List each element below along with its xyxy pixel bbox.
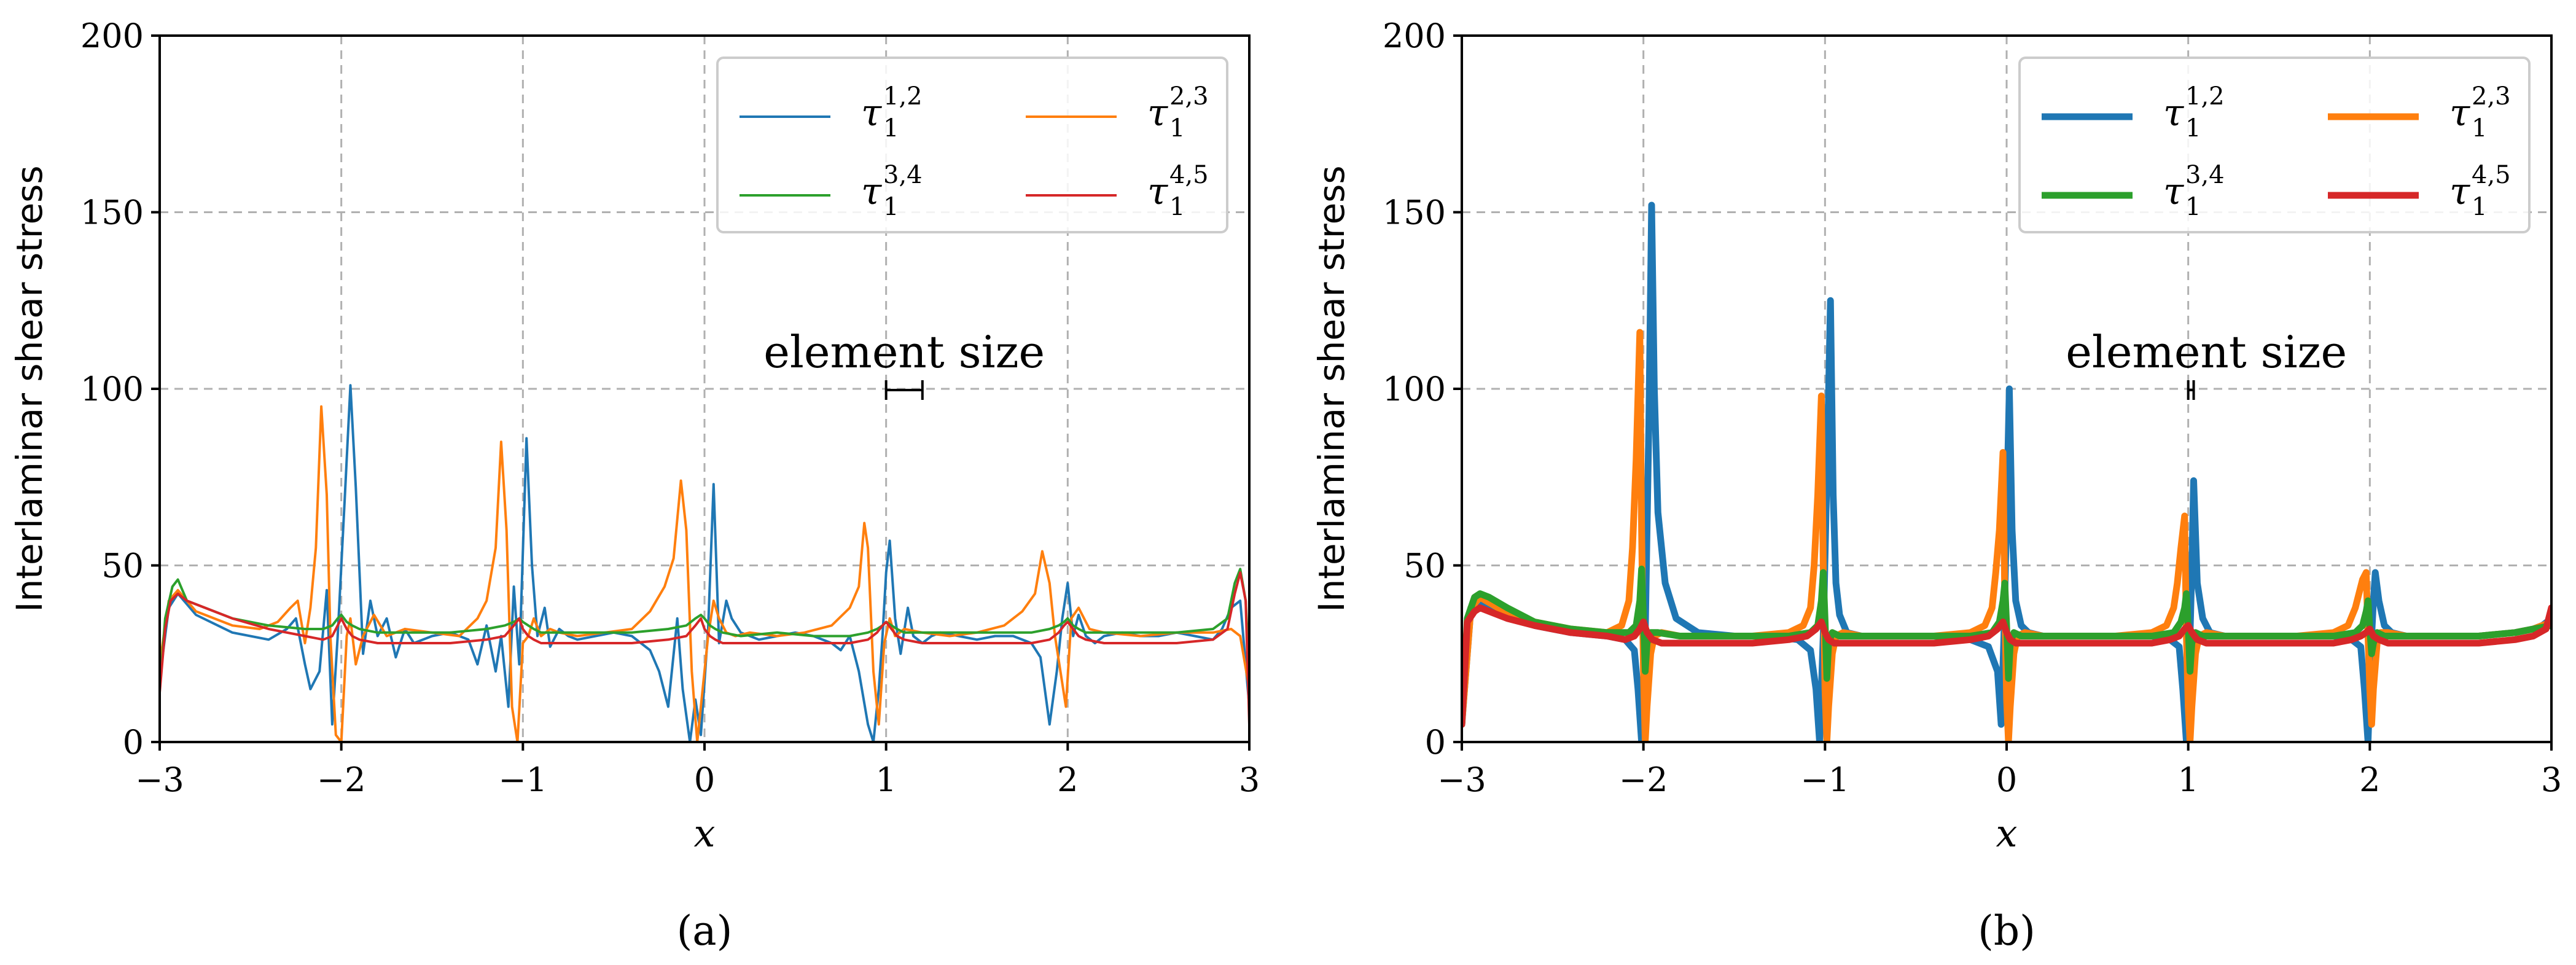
y-tick-label: 0 (1425, 723, 1446, 762)
legend-sup-tau34: 3,4 (883, 161, 923, 189)
legend-label-tau12: τ (2163, 92, 2184, 135)
annotation-element-size: element size (2066, 326, 2347, 378)
y-tick-label: 100 (80, 370, 144, 408)
legend-label-tau23: τ (2449, 92, 2470, 135)
x-tick-label: 1 (2177, 760, 2198, 799)
x-tick-label: 0 (1996, 760, 2017, 799)
series-line-tau45 (1462, 604, 2551, 728)
x-tick-label: 0 (694, 760, 715, 799)
panel-caption: (a) (677, 907, 733, 955)
x-tick-label: −3 (135, 760, 184, 799)
legend-sup-tau45: 4,5 (2472, 161, 2511, 189)
legend-sup-tau23: 2,3 (1169, 82, 1209, 111)
series-group (160, 384, 1249, 742)
panel-a: −3 −2 −1 0 1 2 3 0 50 100 150 200 Interlaminar shear… (9, 17, 1260, 955)
legend-sub-tau45: 1 (2472, 193, 2487, 221)
x-tick-label: −1 (1801, 760, 1850, 799)
legend-sup-tau12: 1,2 (2185, 82, 2225, 111)
y-tick-label: 50 (101, 547, 144, 585)
x-tick-label: −2 (317, 760, 366, 799)
x-tick-label: −1 (499, 760, 548, 799)
legend-label-tau34: τ (2163, 170, 2184, 213)
legend-sub-tau23: 1 (1169, 114, 1185, 143)
legend-sup-tau12: 1,2 (883, 82, 923, 111)
x-axis-label: x (694, 811, 716, 856)
legend-box (2018, 57, 2531, 233)
legend-sup-tau23: 2,3 (2472, 82, 2511, 111)
legend-sub-tau45: 1 (1169, 193, 1185, 221)
legend-sup-tau34: 3,4 (2185, 161, 2225, 189)
legend-label-tau12: τ (861, 92, 882, 135)
series-line-tau23 (160, 405, 1249, 742)
series-line-tau34 (160, 568, 1249, 690)
y-tick-label: 150 (80, 193, 144, 232)
legend-box (716, 57, 1228, 233)
y-tick-label: 0 (123, 723, 144, 762)
legend-label-tau45: τ (1147, 170, 1168, 213)
y-axis-label: Interlaminar shear stress (1311, 165, 1352, 612)
annotation-element-size: element size (763, 326, 1045, 378)
legend-label-tau34: τ (861, 170, 882, 213)
legend-sub-tau12: 1 (2185, 114, 2201, 143)
x-tick-label: 3 (2541, 760, 2562, 799)
legend-sub-tau34: 1 (883, 193, 899, 221)
legend-sup-tau45: 4,5 (1169, 161, 1209, 189)
series-group (1462, 201, 2551, 742)
series-line-tau45 (160, 571, 1249, 726)
series-line-tau34 (1462, 565, 2551, 728)
legend-label-tau45: τ (2449, 170, 2470, 213)
y-tick-label: 150 (1383, 193, 1446, 232)
y-tick-label: 50 (1403, 547, 1446, 585)
x-tick-label: 3 (1239, 760, 1260, 799)
y-axis-label: Interlaminar shear stress (9, 165, 50, 612)
y-tick-label: 100 (1383, 370, 1446, 408)
legend-sub-tau12: 1 (883, 114, 899, 143)
x-tick-label: 2 (2359, 760, 2380, 799)
legend-sub-tau23: 1 (2472, 114, 2487, 143)
x-tick-label: 1 (875, 760, 896, 799)
y-tick-label: 200 (80, 17, 144, 55)
x-tick-label: −3 (1437, 760, 1486, 799)
panel-caption: (b) (1978, 907, 2035, 955)
legend-sub-tau34: 1 (2185, 193, 2201, 221)
panel-b: −3 −2 −1 0 1 2 3 0 50 100 150 200 Interlaminar shear… (1311, 17, 2562, 955)
legend-label-tau23: τ (1147, 92, 1168, 135)
x-tick-label: −2 (1619, 760, 1668, 799)
x-tick-label: 2 (1057, 760, 1078, 799)
y-tick-label: 200 (1383, 17, 1446, 55)
x-axis-label: x (1996, 811, 2018, 856)
